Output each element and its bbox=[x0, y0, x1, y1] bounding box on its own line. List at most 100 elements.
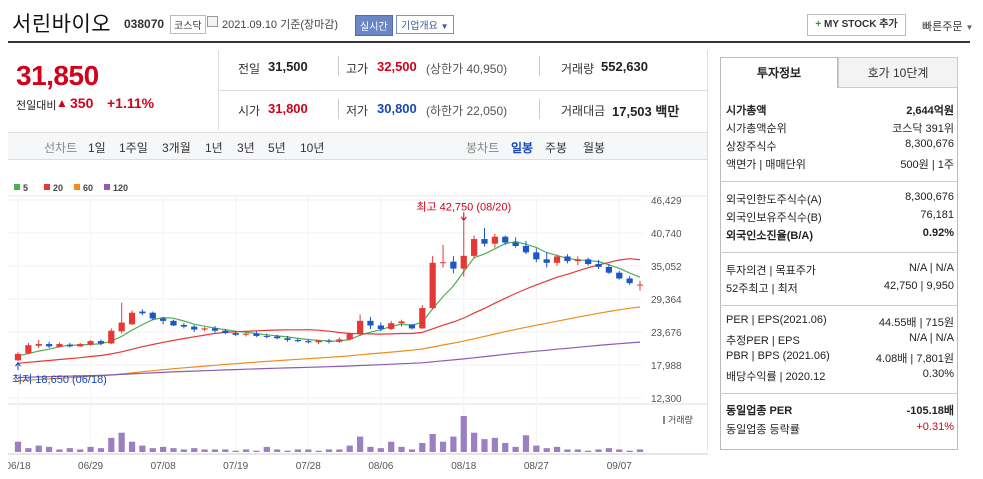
candle-body bbox=[14, 353, 22, 361]
high-arrow-icon bbox=[460, 212, 467, 222]
chevron-down-icon: ▼ bbox=[965, 23, 974, 32]
lower-limit: (하한가 22,050) bbox=[426, 104, 508, 118]
candle-body bbox=[222, 330, 229, 334]
candle-body bbox=[45, 344, 53, 347]
current-price: 31,850 bbox=[16, 60, 99, 91]
volume-bar bbox=[605, 448, 613, 452]
info-row-value: N/A | N/A bbox=[908, 332, 954, 344]
volume-bar bbox=[97, 448, 105, 452]
period-3y[interactable]: 3년 bbox=[237, 141, 255, 155]
plus-icon: + bbox=[815, 19, 822, 30]
volume-bar bbox=[222, 449, 229, 452]
volume-bar bbox=[439, 441, 447, 452]
candle-body bbox=[502, 236, 509, 243]
quick-order-button[interactable]: 빠른주문 ▼ bbox=[922, 18, 973, 34]
legend-swatch bbox=[14, 184, 20, 190]
info-row-value: 0.92% bbox=[922, 227, 954, 239]
legend-label: 20 bbox=[53, 183, 63, 193]
volume-bar bbox=[35, 445, 42, 452]
candle-body bbox=[367, 320, 374, 326]
volume-bar bbox=[274, 449, 281, 452]
info-row-value: N/A | N/A bbox=[908, 262, 954, 274]
info-row-label: 동일업종 등락률 bbox=[726, 424, 800, 436]
add-mystock-label: MY STOCK 추가 bbox=[824, 19, 898, 30]
candle-body bbox=[77, 344, 84, 347]
period-1w[interactable]: 1주일 bbox=[119, 141, 148, 155]
volume-bar bbox=[242, 449, 250, 452]
volume-bar bbox=[336, 449, 343, 452]
candle-body bbox=[564, 256, 571, 262]
calendar-icon bbox=[207, 16, 218, 27]
high-value: 32,500 bbox=[377, 59, 417, 74]
candle-body bbox=[574, 259, 581, 262]
info-row: PER | EPS(2021.06) 44.55배 | 715원 bbox=[726, 314, 954, 332]
volume-bar bbox=[284, 450, 291, 452]
volume-bar bbox=[128, 441, 136, 452]
volume-bar bbox=[315, 450, 322, 452]
candle-body bbox=[325, 340, 333, 342]
info-row: 외국인보유주식수(B) 76,181 bbox=[726, 209, 954, 227]
volume-bar bbox=[211, 449, 219, 452]
info-row-label: 배당수익률 | 2020.12 bbox=[726, 371, 826, 383]
volume-bar bbox=[388, 441, 395, 452]
up-triangle-icon: ▲ bbox=[56, 96, 68, 110]
info-row-label: 시가총액순위 bbox=[726, 123, 787, 135]
info-row-label: 외국인소진율(B/A) bbox=[726, 230, 813, 242]
info-row-label: 액면가 | 매매단위 bbox=[726, 159, 806, 171]
volume-bar bbox=[253, 450, 260, 452]
period-10y[interactable]: 10년 bbox=[300, 141, 325, 155]
candle-body bbox=[491, 236, 498, 244]
period-1y[interactable]: 1년 bbox=[205, 141, 223, 155]
tab-investment-info[interactable]: 투자정보 bbox=[720, 57, 838, 88]
period-1d[interactable]: 1일 bbox=[88, 141, 106, 155]
company-profile-label: 기업개요 bbox=[401, 21, 438, 32]
add-mystock-button[interactable]: + MY STOCK 추가 bbox=[807, 14, 906, 36]
volume-bar bbox=[377, 448, 384, 452]
candle-body bbox=[605, 266, 613, 273]
volume-bar bbox=[491, 437, 498, 452]
info-row: 외국인소진율(B/A) 0.92% bbox=[726, 227, 954, 245]
volume-bar bbox=[512, 446, 519, 452]
open-value: 31,800 bbox=[268, 101, 308, 116]
x-tick-label: 07/08 bbox=[151, 461, 176, 472]
volume-bar bbox=[139, 445, 146, 452]
candle-weekly[interactable]: 주봉 bbox=[545, 141, 568, 155]
legend-label: 5 bbox=[23, 183, 28, 193]
candle-body bbox=[460, 255, 467, 269]
volume-bar bbox=[616, 449, 623, 452]
volume-bar bbox=[201, 449, 208, 452]
volume-bar bbox=[180, 449, 187, 452]
candle-body bbox=[388, 323, 395, 329]
candle-body bbox=[35, 344, 42, 346]
candle-body bbox=[108, 330, 115, 344]
high-annotation: 최고 42,750 (08/20) bbox=[416, 200, 511, 213]
candle-body bbox=[377, 325, 384, 329]
info-row: 시가총액순위 코스닥 391위 bbox=[726, 120, 954, 138]
candle-daily[interactable]: 일봉 bbox=[511, 141, 534, 155]
high-label: 고가 bbox=[346, 62, 369, 76]
volume-bar bbox=[429, 434, 436, 452]
volume-bar bbox=[118, 432, 125, 452]
company-profile-dropdown[interactable]: 기업개요 ▼ bbox=[396, 15, 454, 34]
amount-label: 거래대금 bbox=[561, 104, 606, 118]
volume-bar bbox=[87, 446, 94, 452]
tab-orderbook-10[interactable]: 호가 10단계 bbox=[838, 57, 958, 88]
y-tick-label: 29,364 bbox=[651, 295, 682, 306]
info-row: 액면가 | 매매단위 500원 | 1주 bbox=[726, 156, 954, 174]
candle-body bbox=[139, 311, 146, 314]
volume-bar bbox=[170, 448, 177, 452]
chart-period-bar bbox=[8, 132, 707, 160]
info-row: 외국인한도주식수(A) 8,300,676 bbox=[726, 191, 954, 209]
period-5y[interactable]: 5년 bbox=[268, 141, 286, 155]
candle-body bbox=[284, 338, 291, 340]
divider bbox=[539, 99, 540, 119]
realtime-button[interactable]: 실시간 bbox=[355, 15, 393, 36]
divider bbox=[707, 50, 708, 450]
candle-body bbox=[439, 262, 447, 264]
period-3m[interactable]: 3개월 bbox=[162, 141, 191, 155]
price-chart[interactable]: 5 20 60 120 46,429 40,740 35,052 29,364 23,676 17… bbox=[8, 176, 708, 474]
candle-monthly[interactable]: 월봉 bbox=[583, 141, 606, 155]
volume-label: 거래량 bbox=[668, 414, 693, 425]
x-tick-label: 09/07 bbox=[607, 461, 632, 472]
panel-divider bbox=[720, 393, 958, 394]
